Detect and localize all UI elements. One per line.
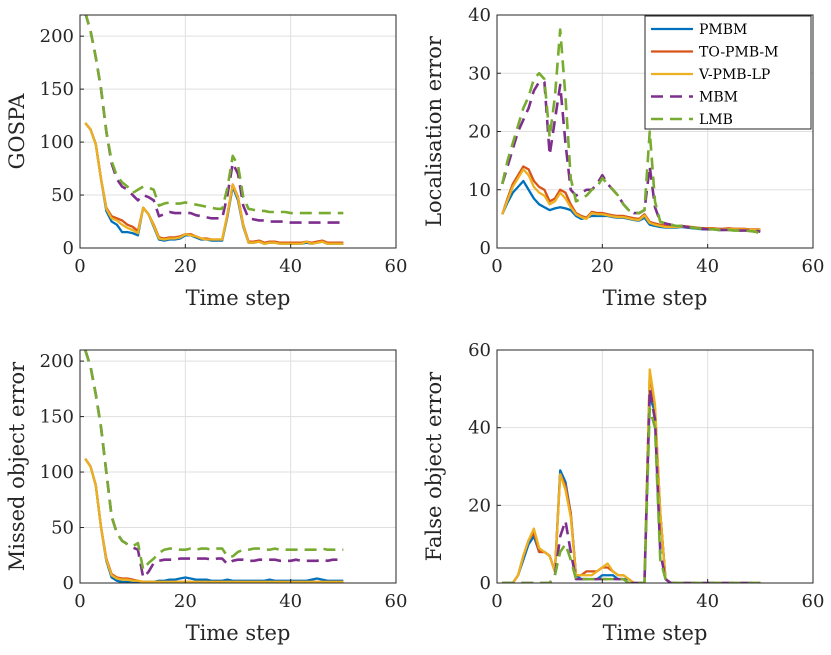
series-line-lmb (501, 28, 761, 235)
y-tick-label: 60 (468, 340, 491, 361)
series-line-v-pmb-lp (502, 368, 761, 583)
series-line-v-pmb-lp (84, 122, 344, 245)
y-axis-label: False object error (422, 371, 446, 561)
panel-false-object-error: 0 20 40 60 0 20 40 60 Time step False object erro… (422, 340, 824, 645)
series-line-lmb (84, 15, 344, 215)
y-axis-label: Localisation error (422, 35, 446, 227)
y-axis-label: GOSPA (5, 93, 29, 170)
x-tick-label: 0 (491, 591, 502, 612)
panel-localisation-error: 0 20 40 60 0 10 20 30 40 Time step Localisation er… (422, 5, 824, 310)
y-tick-label: 0 (480, 238, 491, 259)
panel-gospa: 0 20 40 60 0 50 100 150 200 Time step GOSPA (5, 14, 408, 310)
x-tick-label: 0 (74, 256, 85, 277)
x-tick-label: 0 (74, 591, 85, 612)
series-line-v-pmb-lp (84, 458, 344, 583)
x-tick-label: 60 (802, 591, 825, 612)
x-tick-label: 20 (591, 591, 614, 612)
legend-label-mbm: MBM (699, 90, 738, 106)
y-tick-label: 100 (40, 132, 74, 153)
plot-area (80, 15, 396, 248)
series-line-mbm (84, 15, 344, 224)
series-group (502, 368, 761, 583)
legend-label-pmbm: PMBM (699, 22, 747, 38)
y-tick-label: 200 (40, 351, 74, 372)
y-tick-label: 40 (468, 5, 491, 26)
x-tick-label: 0 (491, 256, 502, 277)
y-tick-label: 0 (63, 238, 74, 259)
y-tick-label: 20 (468, 122, 491, 143)
y-tick-label: 0 (63, 573, 74, 594)
y-tick-label: 30 (468, 63, 491, 84)
x-tick-label: 60 (385, 256, 408, 277)
plot-area (497, 350, 813, 583)
x-axis-label: Time step (186, 621, 291, 645)
y-tick-label: 20 (468, 495, 491, 516)
x-tick-label: 20 (174, 256, 197, 277)
x-tick-label: 60 (385, 591, 408, 612)
panel-missed-object-error: 0 20 40 60 0 50 100 150 200 Time step Missed objec… (5, 349, 408, 645)
y-tick-label: 150 (40, 407, 74, 428)
x-axis-label: Time step (186, 286, 291, 310)
axes-box (496, 349, 814, 584)
x-tick-label: 40 (696, 256, 719, 277)
x-tick-label: 40 (696, 591, 719, 612)
y-tick-label: 150 (40, 79, 74, 100)
y-tick-label: 100 (40, 462, 74, 483)
x-axis-label: Time step (603, 286, 708, 310)
legend-label-lmb: LMB (699, 112, 733, 128)
y-tick-label: 10 (468, 180, 491, 201)
axes-box (79, 349, 397, 584)
y-axis-label: Missed object error (5, 361, 29, 571)
x-tick-label: 40 (279, 256, 302, 277)
legend-box (644, 15, 812, 130)
y-tick-label: 50 (51, 185, 74, 206)
x-axis-label: Time step (603, 621, 708, 645)
y-tick-label: 200 (40, 26, 74, 47)
x-tick-label: 40 (279, 591, 302, 612)
axes-box (79, 14, 397, 249)
x-tick-label: 60 (802, 256, 825, 277)
x-tick-label: 20 (591, 256, 614, 277)
legend-label-to-pmb-m: TO-PMB-M (699, 45, 778, 61)
series-group (84, 350, 344, 583)
series-group (84, 15, 344, 245)
legend-label-v-pmb-lp: V-PMB-LP (698, 67, 770, 83)
legend: PMBM TO-PMB-M V-PMB-LP MBM LMB (644, 15, 812, 130)
x-tick-label: 20 (174, 591, 197, 612)
y-tick-label: 40 (468, 418, 491, 439)
y-tick-label: 50 (51, 518, 74, 539)
series-group (501, 28, 761, 235)
y-tick-label: 0 (480, 573, 491, 594)
plot-area (80, 350, 396, 583)
